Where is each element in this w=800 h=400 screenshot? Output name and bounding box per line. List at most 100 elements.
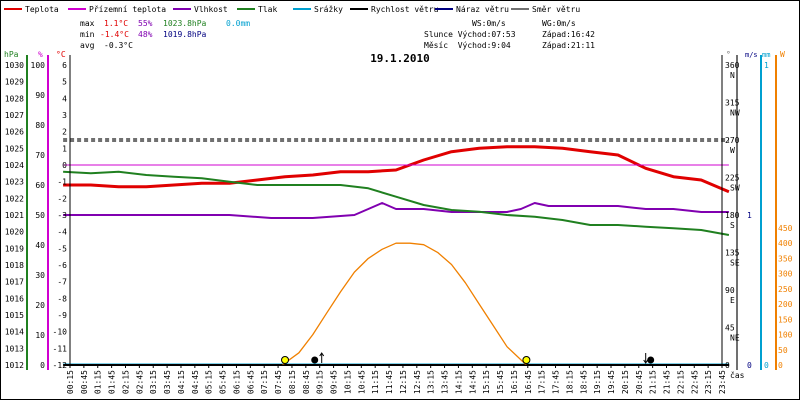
series-teplota xyxy=(63,145,730,194)
time-tick-label: 23:45 xyxy=(718,370,727,394)
time-tick-label: 11:45 xyxy=(385,370,394,394)
stat-ws: WS:0m/s xyxy=(472,19,506,28)
time-tick-label: 13:15 xyxy=(427,370,436,394)
stat-moon-set: Západ:21:11 xyxy=(542,41,595,50)
time-tick-label: 20:45 xyxy=(635,370,644,394)
temp-tick-label: -7 xyxy=(57,278,67,287)
hpa-tick-label: 1013 xyxy=(5,344,24,353)
time-tick-label: 05:15 xyxy=(205,370,214,394)
wm2-tick-label: 400 xyxy=(778,239,793,248)
moonset-marker xyxy=(647,356,655,364)
wdir-tick-label: 315 xyxy=(725,99,740,108)
temp-tick-label: -4 xyxy=(57,228,67,237)
legend-label: Vlhkost xyxy=(194,5,228,14)
legend-label: Teplota xyxy=(25,5,59,14)
stat-sun-set: Západ:16:42 xyxy=(542,30,595,39)
time-tick-label: 03:45 xyxy=(163,370,172,394)
wdir-tick-label: 135 xyxy=(725,249,740,258)
temp-tick-label: 2 xyxy=(62,128,67,137)
mm-tick-label: 1 xyxy=(764,61,769,70)
wm2-tick-label: 300 xyxy=(778,270,793,279)
hpa-tick-label: 1030 xyxy=(5,61,24,70)
time-tick-label: 05:45 xyxy=(219,370,228,394)
stat-avg-temp: -0.3°C xyxy=(104,41,133,50)
wdir-tick-label: 180 xyxy=(725,211,740,220)
time-tick-label: 15:45 xyxy=(496,370,505,394)
time-tick-label: 12:45 xyxy=(413,370,422,394)
moonrise-marker xyxy=(311,356,319,364)
time-tick-label: 19:15 xyxy=(593,370,602,394)
time-tick-label: 22:45 xyxy=(690,370,699,394)
hum-tick-label: 40 xyxy=(35,241,45,250)
time-tick-label: 18:45 xyxy=(579,370,588,394)
hpa-axis-label: hPa xyxy=(4,50,19,59)
stat-max-label: max xyxy=(80,19,95,28)
hum-tick-label: 90 xyxy=(35,91,45,100)
legend-label: Přízemní teplota xyxy=(89,5,166,14)
time-tick-label: 00:45 xyxy=(80,370,89,394)
time-tick-label: 17:15 xyxy=(538,370,547,394)
time-tick-label: 04:45 xyxy=(191,370,200,394)
stat-max-temp: 1.1°C xyxy=(104,19,128,28)
temp-tick-label: 4 xyxy=(62,94,67,103)
hpa-tick-label: 1015 xyxy=(5,311,24,320)
hum-tick-label: 10 xyxy=(35,331,45,340)
time-tick-label: 23:15 xyxy=(704,370,713,394)
time-tick-label: 10:45 xyxy=(357,370,366,394)
hpa-tick-label: 1020 xyxy=(5,228,24,237)
time-tick-label: 16:15 xyxy=(510,370,519,394)
hum-tick-label: 60 xyxy=(35,181,45,190)
wdir-compass-label: S xyxy=(730,221,735,230)
hum-tick-label: 50 xyxy=(35,211,45,220)
time-tick-label: 07:15 xyxy=(260,370,269,394)
legend-label: Tlak xyxy=(258,5,277,14)
temp-tick-label: -2 xyxy=(57,194,67,203)
wdir-compass-label: NW xyxy=(730,109,740,118)
temp-tick-label: -6 xyxy=(57,261,67,270)
time-tick-label: 10:15 xyxy=(343,370,352,394)
time-tick-label: 02:45 xyxy=(135,370,144,394)
time-tick-label: 14:45 xyxy=(468,370,477,394)
hum-tick-label: 30 xyxy=(35,271,45,280)
legend-label: Náraz větru xyxy=(456,5,509,14)
stat-min-press: 1019.8hPa xyxy=(163,30,207,39)
time-tick-label: 02:15 xyxy=(121,370,130,394)
time-tick-label: 11:15 xyxy=(371,370,380,394)
time-tick-label: 08:15 xyxy=(288,370,297,394)
time-tick-label: 03:15 xyxy=(149,370,158,394)
temp-axis-label: °C xyxy=(56,50,66,59)
temp-tick-label: 6 xyxy=(62,61,67,70)
series-tlak xyxy=(63,170,730,236)
time-tick-label: 00:15 xyxy=(66,370,75,394)
wdir-tick-label: 270 xyxy=(725,136,740,145)
hum-tick-label: 20 xyxy=(35,301,45,310)
time-tick-label: 20:15 xyxy=(621,370,630,394)
stat-wg: WG:0m/s xyxy=(542,19,576,28)
temp-tick-label: -8 xyxy=(57,294,67,303)
hpa-tick-label: 1025 xyxy=(5,144,24,153)
stat-sun: Slunce Východ:07:53 xyxy=(424,30,516,39)
time-tick-label: 08:45 xyxy=(302,370,311,394)
hpa-tick-label: 1016 xyxy=(5,294,24,303)
temp-tick-label: 1 xyxy=(62,144,67,153)
temp-tick-label: 0 xyxy=(62,161,67,170)
moonrise-arrowhead xyxy=(319,352,325,357)
legend-label: Směr větru xyxy=(532,5,580,14)
hpa-tick-label: 1019 xyxy=(5,244,24,253)
time-tick-label: 17:45 xyxy=(552,370,561,394)
wdir-compass-label: E xyxy=(730,296,735,305)
stat-max-press: 1023.8hPa xyxy=(163,19,207,28)
time-tick-label: 16:45 xyxy=(524,370,533,394)
temp-tick-label: -1 xyxy=(57,178,67,187)
wdir-compass-label: W xyxy=(730,146,735,155)
wdir-axis-label: ° xyxy=(726,50,731,59)
wm2-tick-label: 100 xyxy=(778,331,793,340)
legend-label: Rychlost větru xyxy=(371,5,439,14)
time-tick-label: 19:45 xyxy=(607,370,616,394)
stat-max-rain: 0.0mm xyxy=(226,19,250,28)
hpa-tick-label: 1022 xyxy=(5,194,24,203)
wm2-tick-label: 350 xyxy=(778,254,793,263)
ms-tick-label: 1 xyxy=(747,211,752,220)
hum-axis-label: % xyxy=(38,50,43,59)
mm-tick-label: 0 xyxy=(764,361,769,370)
